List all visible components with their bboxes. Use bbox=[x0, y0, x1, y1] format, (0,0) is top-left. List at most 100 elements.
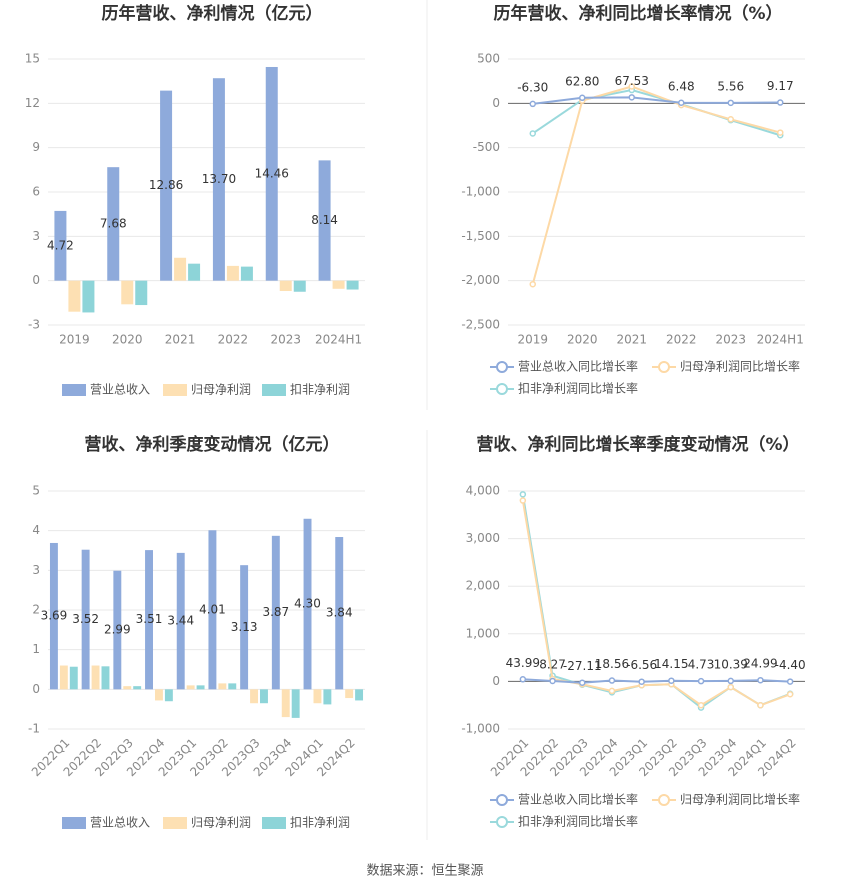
bar bbox=[81, 549, 90, 690]
line bbox=[532, 96, 781, 105]
bar bbox=[123, 686, 132, 690]
bar bbox=[226, 265, 239, 281]
bar bbox=[164, 689, 173, 702]
legend-swatch bbox=[262, 817, 286, 829]
legend-label: 扣非净利润同比增长率 bbox=[518, 381, 638, 396]
data-label: 3.13 bbox=[231, 620, 258, 634]
x-tick-label: 2020 bbox=[567, 333, 598, 347]
bar bbox=[303, 518, 312, 690]
data-label: 13.70 bbox=[202, 172, 236, 186]
bar bbox=[186, 685, 195, 690]
bar bbox=[121, 280, 134, 305]
bar bbox=[135, 280, 148, 306]
bar bbox=[54, 210, 67, 281]
y-tick-label: 3 bbox=[32, 563, 40, 577]
point bbox=[628, 94, 635, 101]
bar bbox=[345, 689, 354, 699]
bar bbox=[59, 665, 68, 690]
y-tick-label: 4,000 bbox=[466, 484, 500, 498]
data-label: 5.56 bbox=[717, 79, 744, 93]
line bbox=[521, 494, 791, 709]
x-tick-label: 2023 bbox=[715, 333, 746, 347]
chart-title: 历年营收、净利同比增长率情况（%） bbox=[493, 3, 782, 24]
point bbox=[757, 676, 764, 684]
bar bbox=[260, 689, 268, 704]
point bbox=[519, 676, 527, 683]
y-tick-label: -3 bbox=[28, 318, 40, 332]
y-tick-label: -1,500 bbox=[461, 229, 500, 243]
bar bbox=[196, 685, 205, 690]
data-label: 9.17 bbox=[767, 79, 794, 93]
x-tick-label: 2021 bbox=[165, 333, 196, 347]
data-label: -6.56 bbox=[626, 658, 657, 672]
y-tick-label: 2,000 bbox=[466, 579, 500, 593]
bar bbox=[212, 78, 225, 281]
bar bbox=[318, 160, 331, 281]
point bbox=[579, 94, 586, 102]
data-label: 4.01 bbox=[199, 602, 226, 616]
bar bbox=[313, 689, 322, 704]
data-label: 3.52 bbox=[72, 612, 99, 626]
bar bbox=[101, 666, 110, 690]
point bbox=[727, 683, 734, 691]
y-tick-label: 3,000 bbox=[466, 531, 500, 545]
bar bbox=[188, 263, 201, 281]
y-tick-label: 1 bbox=[32, 642, 40, 656]
y-tick-label: 2 bbox=[32, 603, 40, 617]
bar bbox=[279, 280, 292, 292]
point bbox=[529, 280, 536, 288]
bar bbox=[82, 280, 95, 313]
point bbox=[638, 678, 645, 685]
bar bbox=[281, 689, 290, 718]
data-label: 12.86 bbox=[149, 178, 183, 192]
y-tick-label: 0 bbox=[492, 674, 500, 688]
y-tick-label: -1,000 bbox=[461, 185, 500, 199]
x-tick-label: 2022 bbox=[666, 333, 697, 347]
data-label: 18.56 bbox=[595, 657, 629, 671]
bar bbox=[323, 689, 332, 705]
y-tick-label: -1,000 bbox=[461, 722, 500, 736]
x-tick-label: 2022 bbox=[218, 333, 249, 347]
x-tick-label: 2019 bbox=[517, 333, 548, 347]
data-label: 3.84 bbox=[326, 606, 353, 620]
chart-title: 历年营收、净利情况（亿元） bbox=[102, 3, 323, 24]
bar bbox=[107, 167, 120, 281]
legend-swatch bbox=[163, 384, 187, 396]
data-label: 14.15 bbox=[654, 657, 688, 671]
bar bbox=[265, 66, 278, 281]
legend-label: 营业总收入同比增长率 bbox=[518, 359, 638, 374]
legend-label: 营业总收入 bbox=[90, 816, 150, 830]
legend-swatch bbox=[262, 384, 286, 396]
x-tick-label: 2023 bbox=[270, 333, 301, 347]
data-label: 8.14 bbox=[311, 213, 338, 227]
point bbox=[529, 100, 536, 108]
legend-swatch bbox=[496, 794, 508, 806]
y-tick-label: 500 bbox=[477, 52, 500, 66]
y-tick-label: 9 bbox=[32, 140, 40, 154]
legend-swatch bbox=[658, 361, 670, 373]
bar bbox=[228, 683, 237, 690]
bar bbox=[154, 689, 163, 701]
legend-swatch bbox=[163, 817, 187, 829]
y-tick-label: 0 bbox=[32, 273, 40, 287]
bar bbox=[49, 542, 58, 690]
legend-label: 营业总收入同比增长率 bbox=[518, 792, 638, 807]
point bbox=[519, 491, 527, 498]
point bbox=[678, 99, 685, 107]
legend-label: 扣非净利润 bbox=[290, 816, 350, 830]
legend-swatch bbox=[496, 361, 508, 373]
data-label: 24.99 bbox=[743, 657, 777, 671]
point bbox=[668, 677, 675, 684]
bar bbox=[176, 552, 185, 690]
point bbox=[529, 130, 536, 137]
bar bbox=[208, 530, 217, 690]
bar bbox=[250, 689, 259, 704]
legend-label: 营业总收入 bbox=[90, 383, 150, 397]
y-tick-label: -2,000 bbox=[461, 273, 500, 287]
x-tick-label: 2019 bbox=[59, 333, 90, 347]
y-tick-label: 15 bbox=[25, 52, 40, 66]
data-label: 43.99 bbox=[506, 656, 540, 670]
bar bbox=[240, 266, 253, 281]
point bbox=[786, 678, 794, 685]
